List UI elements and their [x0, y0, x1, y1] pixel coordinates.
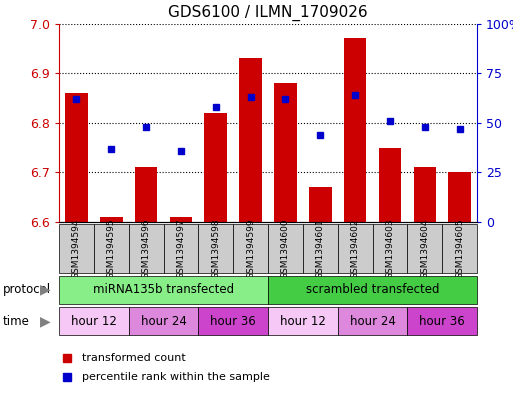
Bar — [344, 39, 366, 222]
Text: protocol: protocol — [3, 283, 51, 296]
Text: hour 12: hour 12 — [280, 315, 326, 328]
Text: GSM1394595: GSM1394595 — [107, 218, 116, 279]
Text: hour 24: hour 24 — [350, 315, 396, 328]
Bar — [129, 224, 164, 273]
Text: hour 36: hour 36 — [419, 315, 465, 328]
Text: GSM1394594: GSM1394594 — [72, 219, 81, 279]
Bar — [268, 307, 338, 335]
Text: hour 12: hour 12 — [71, 315, 117, 328]
Bar — [338, 224, 372, 273]
Bar — [65, 93, 88, 222]
Text: GSM1394598: GSM1394598 — [211, 218, 220, 279]
Bar — [233, 224, 268, 273]
Text: transformed count: transformed count — [82, 353, 186, 363]
Bar — [59, 307, 129, 335]
Text: GSM1394600: GSM1394600 — [281, 218, 290, 279]
Bar — [164, 224, 199, 273]
Bar — [129, 307, 199, 335]
Text: GSM1394605: GSM1394605 — [455, 218, 464, 279]
Bar — [94, 224, 129, 273]
Bar — [309, 187, 331, 222]
Bar — [407, 224, 442, 273]
Text: percentile rank within the sample: percentile rank within the sample — [82, 372, 270, 382]
Bar — [303, 224, 338, 273]
Text: GSM1394603: GSM1394603 — [385, 218, 394, 279]
Bar — [379, 148, 401, 222]
Bar — [448, 173, 471, 222]
Text: scrambled transfected: scrambled transfected — [306, 283, 439, 296]
Bar — [59, 224, 94, 273]
Bar — [199, 307, 268, 335]
Title: GDS6100 / ILMN_1709026: GDS6100 / ILMN_1709026 — [168, 5, 368, 21]
Text: GSM1394599: GSM1394599 — [246, 218, 255, 279]
Bar — [100, 217, 123, 222]
Bar — [268, 276, 477, 304]
Bar — [372, 224, 407, 273]
Text: GSM1394596: GSM1394596 — [142, 218, 151, 279]
Text: time: time — [3, 314, 29, 328]
Text: GSM1394601: GSM1394601 — [316, 218, 325, 279]
Bar — [170, 217, 192, 222]
Bar — [407, 307, 477, 335]
Text: hour 36: hour 36 — [210, 315, 256, 328]
Text: GSM1394602: GSM1394602 — [351, 219, 360, 279]
Text: ▶: ▶ — [40, 283, 50, 297]
Bar — [338, 307, 407, 335]
Text: miRNA135b transfected: miRNA135b transfected — [93, 283, 234, 296]
Bar — [268, 224, 303, 273]
Text: GSM1394597: GSM1394597 — [176, 218, 185, 279]
Bar — [135, 167, 157, 222]
Bar — [413, 167, 436, 222]
Bar — [59, 276, 268, 304]
Bar — [199, 224, 233, 273]
Text: ▶: ▶ — [40, 314, 50, 328]
Text: hour 24: hour 24 — [141, 315, 186, 328]
Bar — [205, 113, 227, 222]
Bar — [239, 58, 262, 222]
Bar — [442, 224, 477, 273]
Bar — [274, 83, 297, 222]
Text: GSM1394604: GSM1394604 — [420, 219, 429, 279]
